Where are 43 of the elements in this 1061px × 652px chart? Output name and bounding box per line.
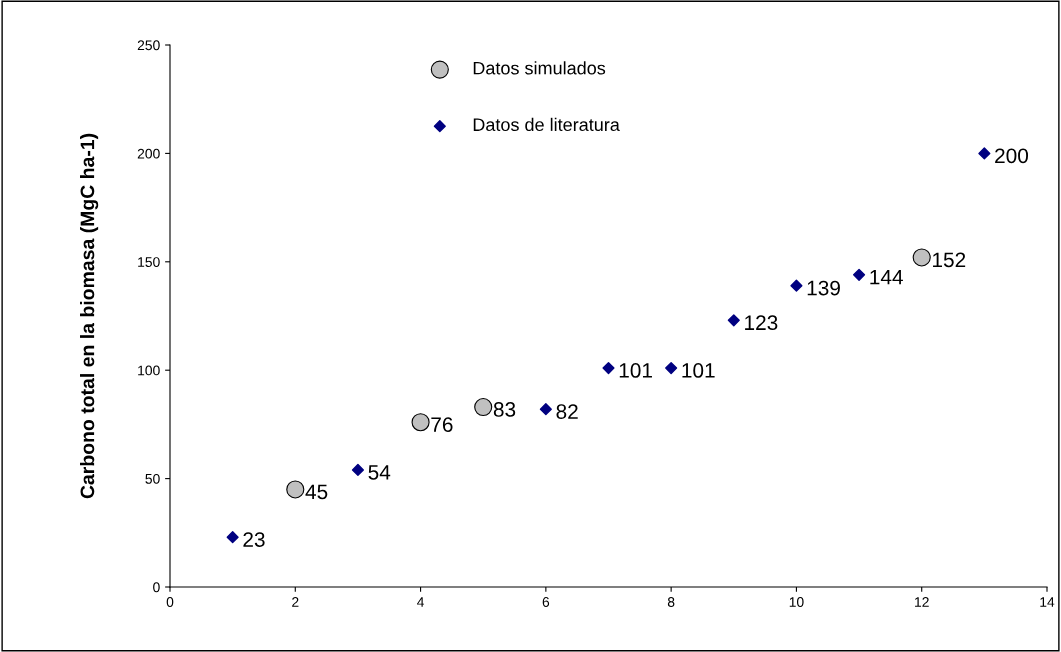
y-axis-title: Carbono total en la biomasa (MgC ha-1) bbox=[80, 133, 99, 499]
data-label: 45 bbox=[305, 484, 328, 500]
point bbox=[539, 403, 552, 416]
data-label: 144 bbox=[870, 270, 903, 285]
data-label: 23 bbox=[243, 532, 265, 547]
x-tick-label: 6 bbox=[542, 597, 550, 607]
x-tick-label: 12 bbox=[915, 597, 929, 607]
point bbox=[474, 397, 493, 417]
x-tick-label: 2 bbox=[292, 597, 299, 607]
point bbox=[665, 361, 678, 375]
legend-label: Datos simulados bbox=[473, 61, 606, 75]
point bbox=[978, 147, 991, 160]
y-tick-label: 250 bbox=[137, 40, 160, 51]
point bbox=[226, 531, 239, 544]
data-label: 101 bbox=[619, 363, 652, 378]
data-label: 123 bbox=[745, 315, 778, 331]
data-label: 139 bbox=[807, 280, 840, 296]
x-tick-label: 10 bbox=[789, 597, 804, 607]
data-label: 82 bbox=[556, 404, 578, 419]
y-tick-label: 0 bbox=[153, 582, 160, 593]
point bbox=[852, 268, 866, 281]
data-label: 83 bbox=[493, 402, 516, 417]
point bbox=[727, 314, 740, 327]
point bbox=[790, 279, 803, 292]
data-label: 152 bbox=[933, 252, 966, 268]
point bbox=[286, 480, 305, 499]
legend-label: Datos de literatura bbox=[473, 117, 620, 132]
data-label: 200 bbox=[995, 148, 1029, 164]
y-tick-label: 50 bbox=[145, 473, 160, 484]
x-tick-label: 4 bbox=[417, 597, 425, 607]
point bbox=[411, 413, 430, 432]
data-label: 76 bbox=[431, 417, 453, 432]
y-tick-label: 150 bbox=[138, 257, 160, 267]
point bbox=[351, 463, 365, 477]
point bbox=[912, 248, 931, 267]
y-tick-label: 200 bbox=[137, 148, 160, 159]
data-label: 54 bbox=[368, 465, 391, 480]
data-label: 101 bbox=[682, 363, 715, 378]
y-tick-label: 100 bbox=[138, 365, 160, 376]
x-tick-label: 14 bbox=[1040, 597, 1055, 607]
x-tick-label: 0 bbox=[166, 597, 174, 607]
x-tick-label: 8 bbox=[667, 597, 675, 607]
point bbox=[602, 361, 615, 375]
